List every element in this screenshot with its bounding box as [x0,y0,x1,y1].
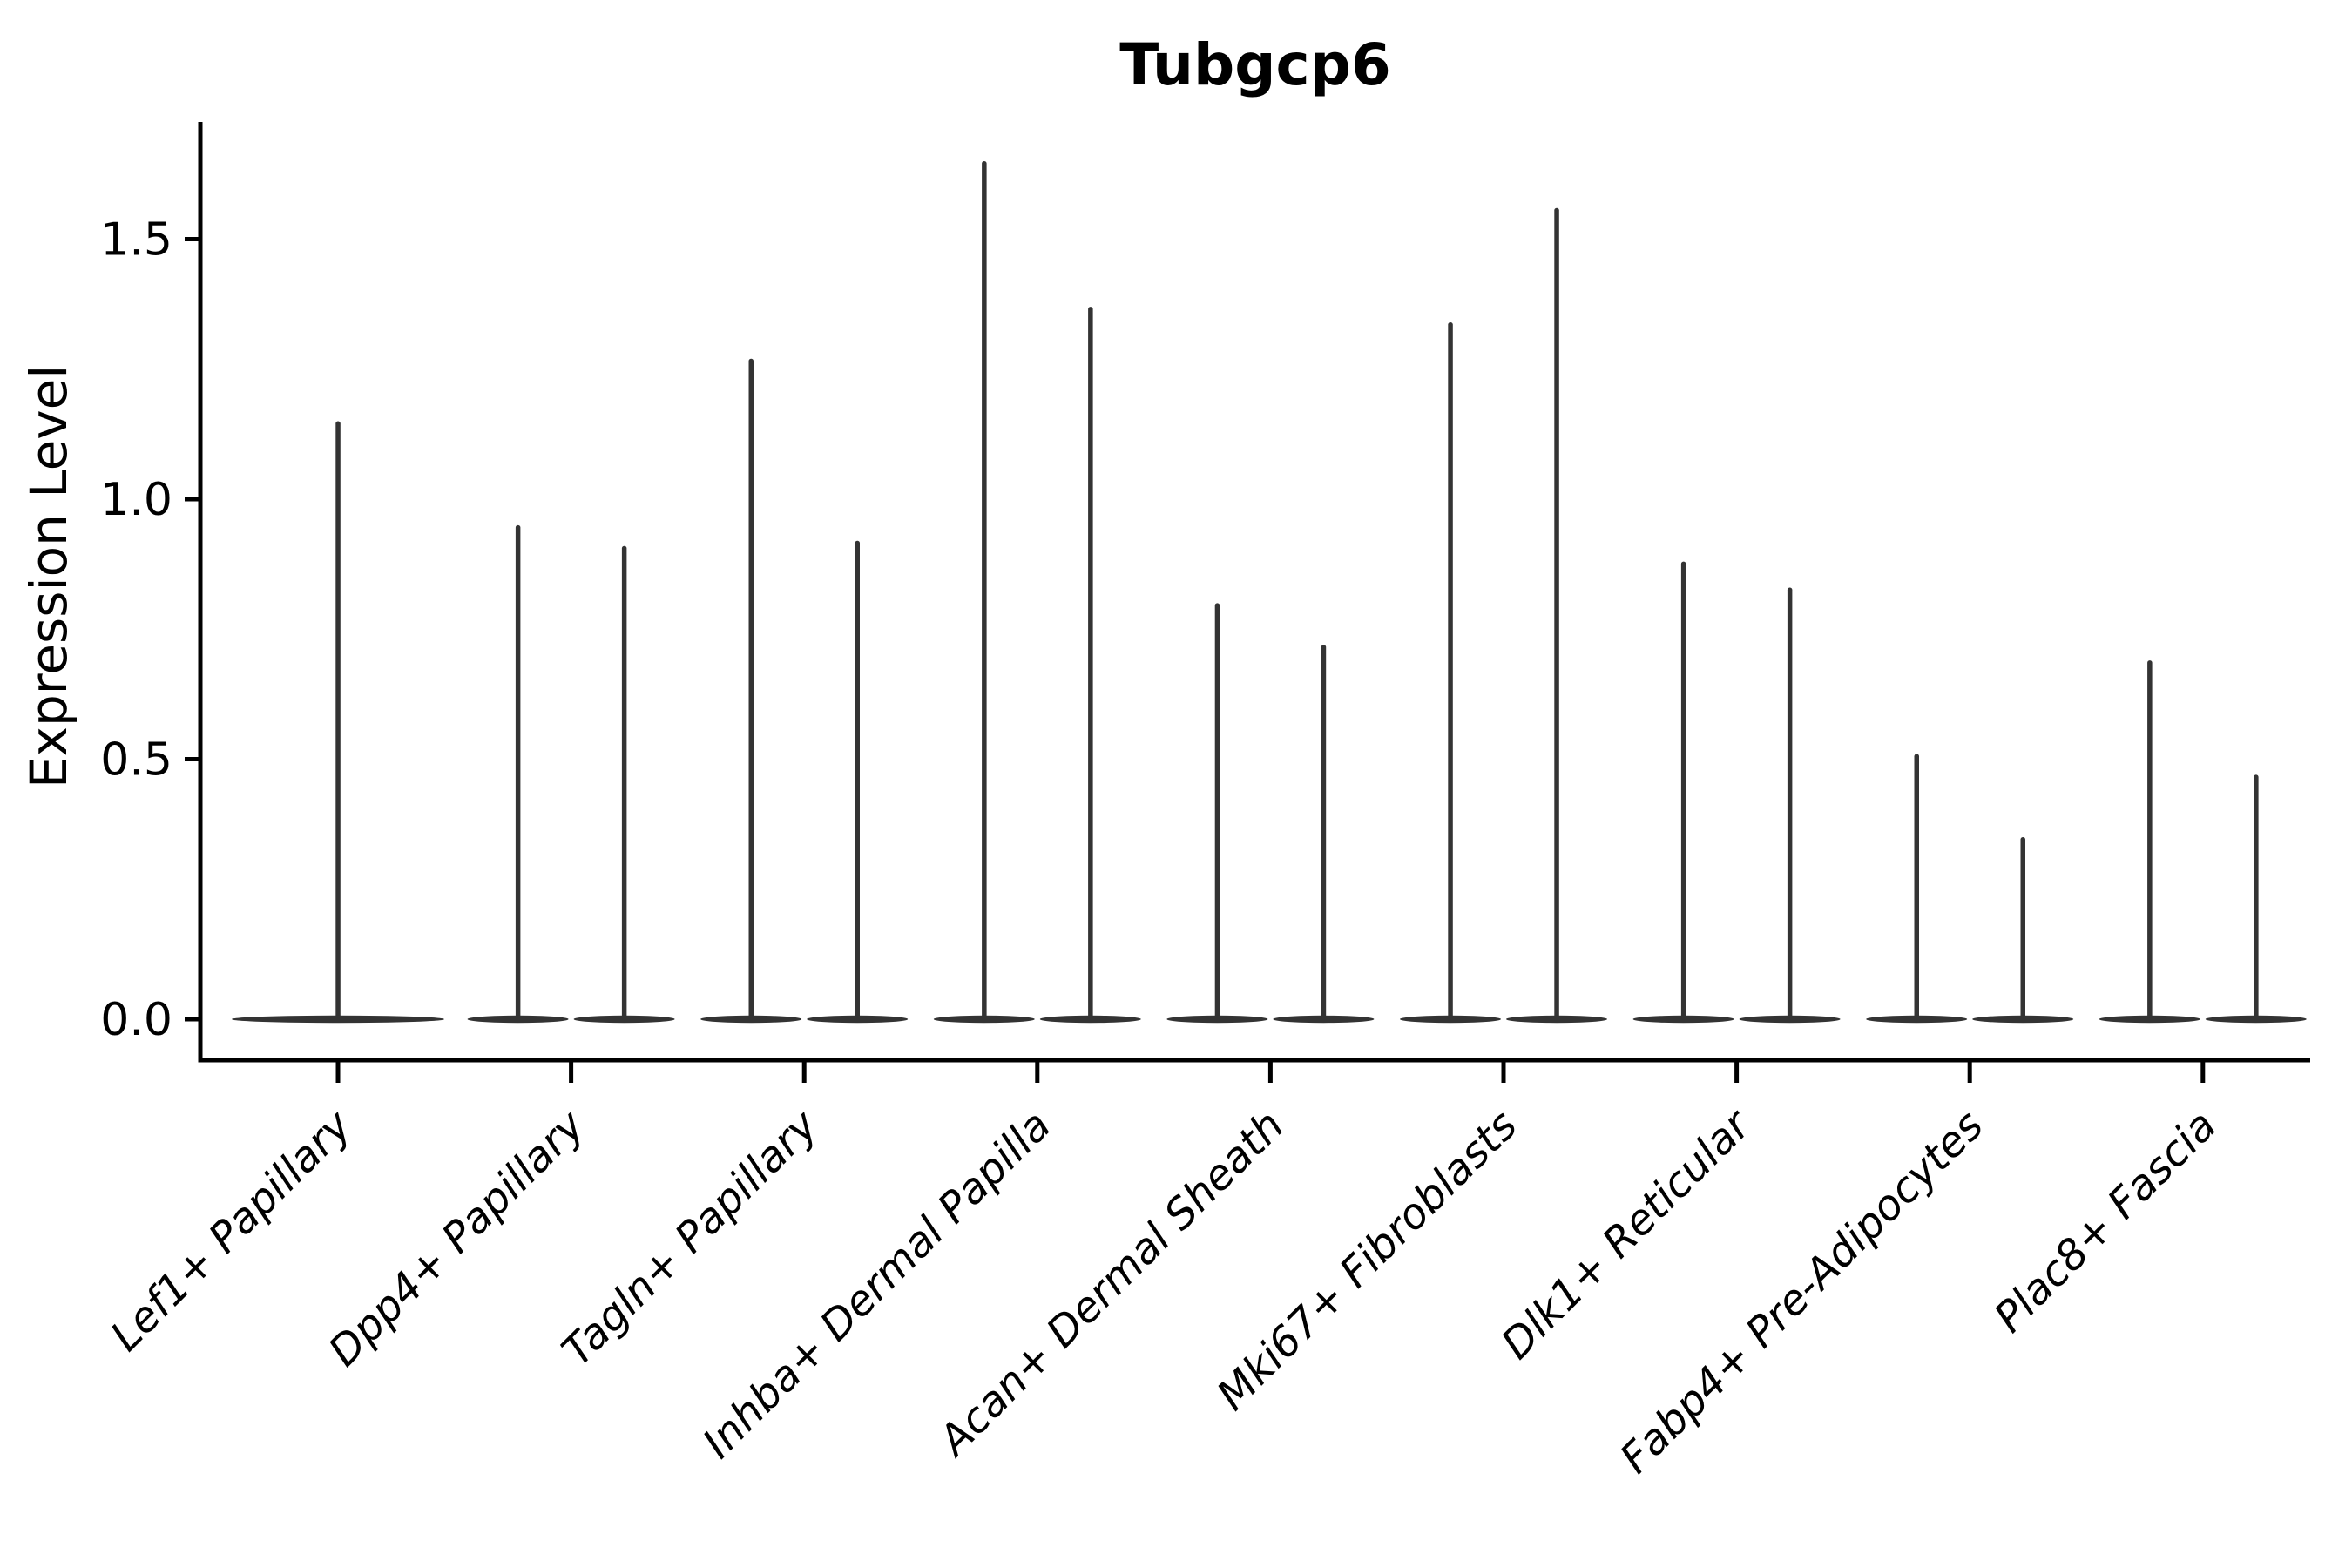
x-tick-label: Lef1+ Papillary [101,1100,362,1361]
violin-base [1739,1015,1841,1024]
x-tick-label: Plac8+ Fascia [1985,1101,2227,1342]
violin-spike [2254,774,2259,1021]
violin-spike [1088,307,1093,1022]
violin-spike [1448,322,1453,1021]
violin-base [1400,1015,1501,1024]
x-tick-label: Tagln+ Papillary [552,1100,828,1375]
violin-base [1866,1015,1968,1024]
violin-spike [335,421,341,1021]
violin-base [573,1015,675,1024]
violin-spike [515,524,521,1021]
violin-base [232,1015,444,1024]
violin-base [1166,1015,1268,1024]
x-tick-label: Dlk1+ Reticular [1492,1099,1762,1369]
violin-spike [982,161,987,1021]
y-tick-label: 0.0 [100,994,172,1046]
violin-base [700,1015,802,1024]
violin-spike [1214,603,1220,1021]
violin-spike [621,545,627,1021]
chart-title: Tubgcp6 [1119,31,1391,98]
x-tick-label: Dpp4+ Papillary [319,1100,594,1375]
violin-spike [2020,837,2025,1021]
y-tick-label: 0.5 [100,734,172,787]
violin-spike [1914,754,1919,1021]
violin-base [807,1015,909,1024]
violin-base [1632,1015,1734,1024]
violin-base [2099,1015,2200,1024]
violin-base [1273,1015,1375,1024]
violin-spike [1554,207,1559,1021]
violin-base [2205,1015,2307,1024]
violin-base [1972,1015,2074,1024]
violin-spike [1680,561,1686,1021]
violin-base [933,1015,1035,1024]
violin-base [1039,1015,1141,1024]
y-tick-label: 1.0 [100,474,172,526]
violin-base [467,1015,569,1024]
violin-spike [855,540,860,1021]
violin-spike [2147,660,2153,1021]
violin-base [1506,1015,1607,1024]
y-tick-label: 1.5 [100,214,172,267]
violin-spike [1321,645,1327,1021]
violin-spike [748,358,754,1021]
violin-spike [1787,587,1793,1021]
